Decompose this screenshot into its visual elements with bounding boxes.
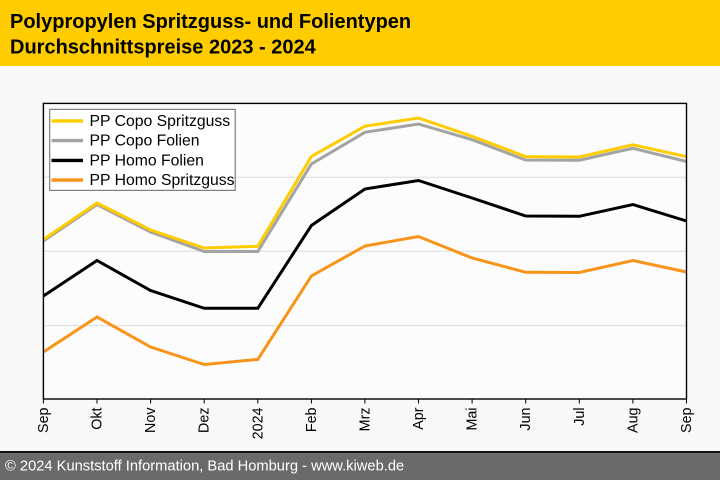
svg-text:Jul: Jul bbox=[572, 408, 588, 426]
svg-text:Mai: Mai bbox=[465, 408, 481, 431]
svg-text:© 2024 Kunststoff Information,: © 2024 Kunststoff Information, Bad Hombu… bbox=[5, 459, 404, 475]
svg-text:PP Homo Spritzguss: PP Homo Spritzguss bbox=[90, 172, 235, 189]
svg-text:Feb: Feb bbox=[304, 407, 320, 432]
svg-text:PP Homo Folien: PP Homo Folien bbox=[90, 153, 204, 170]
svg-text:Dez: Dez bbox=[197, 408, 213, 433]
svg-text:Jun: Jun bbox=[518, 407, 534, 430]
svg-text:Sep: Sep bbox=[679, 407, 695, 432]
svg-text:Aug: Aug bbox=[625, 407, 641, 432]
svg-text:Sep: Sep bbox=[36, 407, 52, 432]
svg-text:Okt: Okt bbox=[90, 407, 106, 429]
svg-text:PP Copo Spritzguss: PP Copo Spritzguss bbox=[90, 113, 231, 130]
svg-text:PP Copo Folien: PP Copo Folien bbox=[90, 133, 200, 150]
svg-text:Durchschnittspreise 2023 - 202: Durchschnittspreise 2023 - 2024 bbox=[10, 36, 317, 58]
svg-text:2024: 2024 bbox=[250, 407, 266, 439]
svg-text:Polypropylen Spritzguss- und F: Polypropylen Spritzguss- und Folientypen bbox=[10, 11, 411, 33]
svg-text:Mrz: Mrz bbox=[357, 408, 373, 432]
svg-text:Apr: Apr bbox=[411, 407, 427, 429]
svg-text:Nov: Nov bbox=[143, 407, 159, 433]
